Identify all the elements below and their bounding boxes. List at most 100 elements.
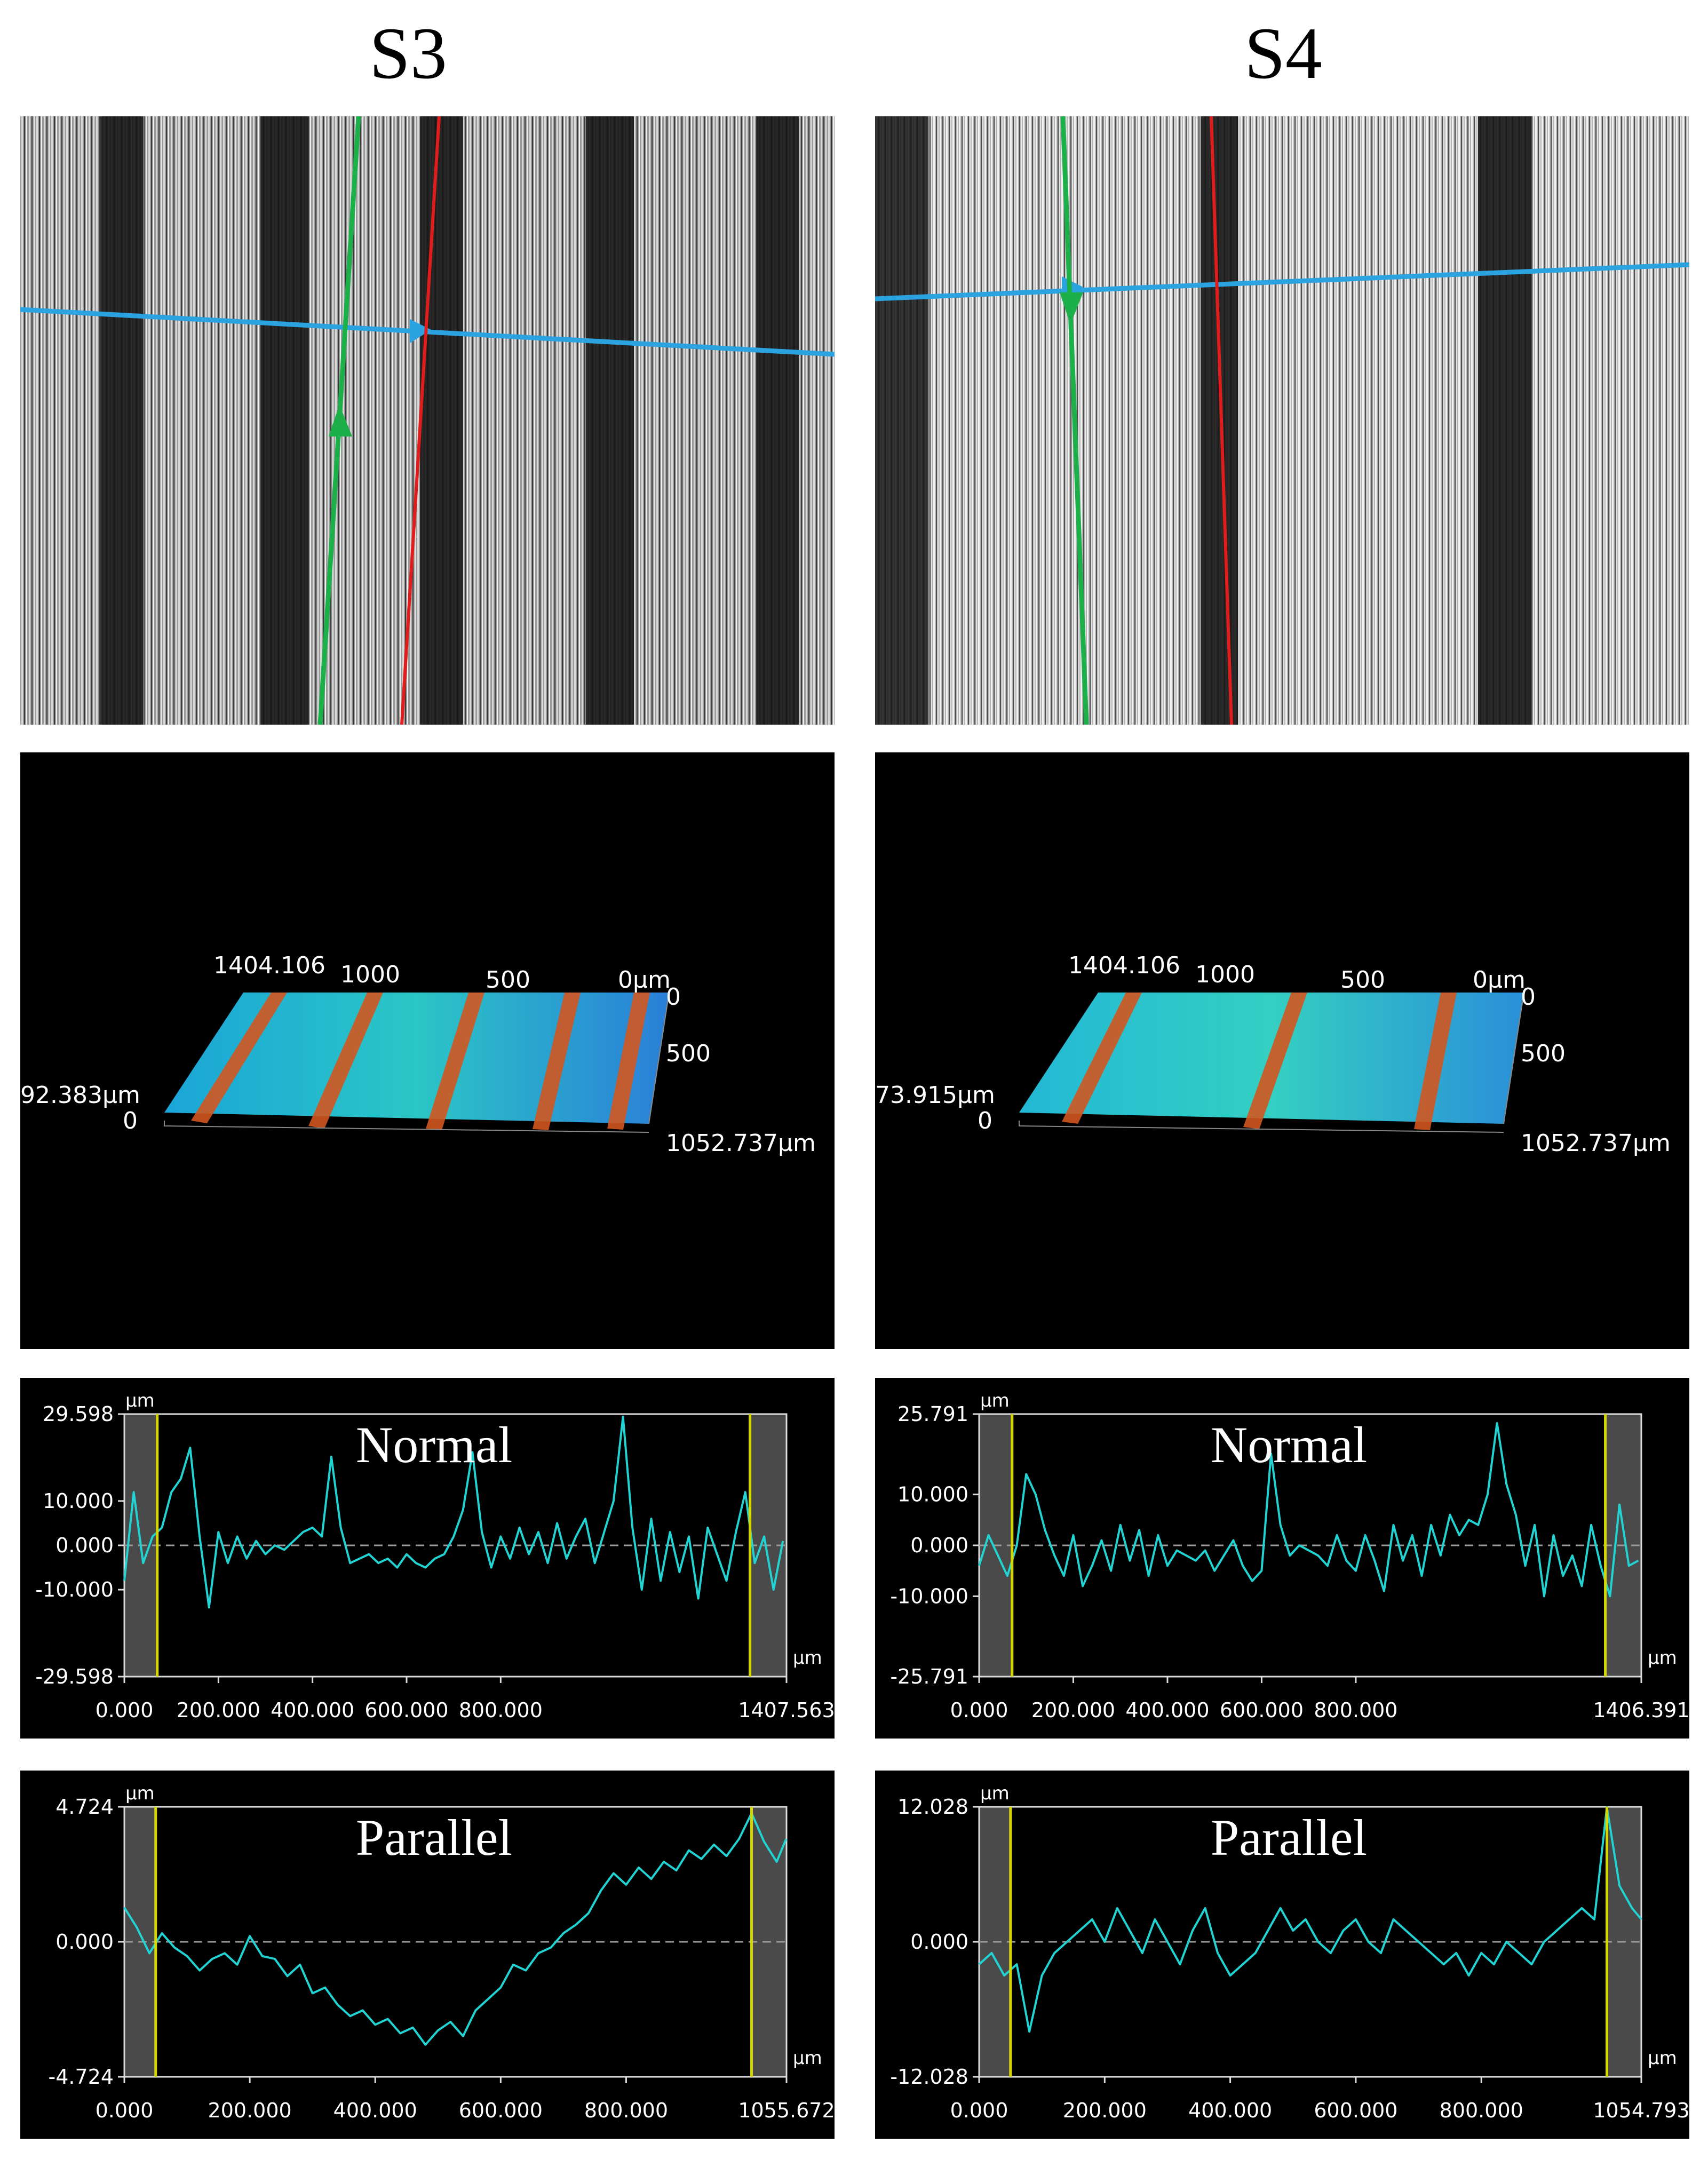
surface-x-tick: 1000 <box>340 961 400 988</box>
ridge <box>426 993 484 1130</box>
groove-band <box>100 116 143 725</box>
groove-band <box>757 116 799 725</box>
x-tick-label: 200.000 <box>177 1698 260 1722</box>
y-tick-label: 10.000 <box>897 1483 968 1506</box>
y-tick-label: 25.791 <box>897 1402 968 1426</box>
surface-y-tick: 1052.737μm <box>666 1130 816 1157</box>
x-tick-label: 400.000 <box>1188 2099 1272 2122</box>
surface-z-tick: 0 <box>978 1107 992 1134</box>
x-tick-label: 800.000 <box>1440 2099 1523 2122</box>
y-tick-label: 0.000 <box>910 1930 968 1954</box>
ridge <box>191 993 287 1123</box>
x-tick-label: 0.000 <box>950 1698 1008 1722</box>
ridge <box>533 993 581 1130</box>
arrow-icon <box>410 319 431 343</box>
x-tick-label: 400.000 <box>333 2099 417 2122</box>
measure-line-green <box>1060 116 1089 725</box>
y-unit-label: μm <box>980 1390 1010 1411</box>
x-tick-label: 600.000 <box>1314 2099 1397 2122</box>
x-tick-label: 600.000 <box>459 2099 543 2122</box>
surface-y-tick: 0 <box>1521 983 1536 1011</box>
measure-line-blue <box>875 262 1689 301</box>
surface-x-tick: 1000 <box>1195 961 1255 988</box>
x-unit-label: μm <box>793 2047 822 2069</box>
groove-band <box>1478 116 1531 725</box>
groove-band <box>875 116 928 725</box>
y-unit-label: μm <box>980 1783 1010 1804</box>
groove-band <box>420 116 463 725</box>
surface-y-tick: 500 <box>1521 1040 1566 1067</box>
chart-title: Parallel <box>1211 1809 1367 1866</box>
surface-x-tick: 500 <box>1340 966 1385 994</box>
y-tick-label: -10.000 <box>35 1578 114 1601</box>
y-tick-label: 29.598 <box>43 1402 114 1426</box>
column-title-s3: S3 <box>369 12 447 94</box>
column-title-s4: S4 <box>1244 12 1322 94</box>
profile-series-line <box>123 1812 788 2046</box>
ridge <box>1414 993 1457 1130</box>
profile-series-line <box>978 1422 1639 1598</box>
y-tick-label: -12.028 <box>890 2065 968 2089</box>
ridge <box>1062 993 1142 1124</box>
x-tick-label: 800.000 <box>459 1698 543 1722</box>
y-tick-label: 0.000 <box>55 1534 114 1557</box>
surface-y-tick: 0 <box>666 983 681 1011</box>
x-unit-label: μm <box>1648 2047 1677 2069</box>
x-tick-label: 1054.793 <box>1593 2099 1689 2122</box>
x-tick-label: 400.000 <box>271 1698 354 1722</box>
y-tick-label: 4.724 <box>55 1795 114 1819</box>
arrow-icon <box>1060 292 1083 324</box>
profile-chart-s3-normal: 29.598 10.000 0.000 -10.000 -29.598 0.000 200.… <box>20 1378 835 1739</box>
y-tick-label: -10.000 <box>890 1584 968 1608</box>
measure-line-red <box>400 116 441 725</box>
y-tick-label: 0.000 <box>55 1930 114 1954</box>
x-tick-label: 200.000 <box>208 2099 292 2122</box>
profile-series-line <box>978 1806 1642 2033</box>
profile-chart-s4-parallel: 12.028 0.000 -12.028 0.000 200.000 400.000 600… <box>875 1771 1689 2139</box>
surface-z-tick: 0 <box>123 1107 138 1134</box>
x-tick-label: 1055.672 <box>738 2099 835 2122</box>
axis-line <box>648 992 670 1124</box>
groove-band <box>1201 116 1238 725</box>
x-tick-label: 800.000 <box>1314 1698 1397 1722</box>
micrograph-s3 <box>20 116 835 725</box>
x-tick-label: 800.000 <box>584 2099 668 2122</box>
x-tick-label: 600.000 <box>1220 1698 1304 1722</box>
ridge <box>308 993 383 1129</box>
x-tick-label: 0.000 <box>96 1698 154 1722</box>
surface-z-tick: 92.383μm <box>20 1082 140 1109</box>
y-tick-label: 0.000 <box>910 1534 968 1557</box>
x-tick-label: 200.000 <box>1031 1698 1115 1722</box>
x-tick-label: 1407.563 <box>738 1698 835 1722</box>
surface-x-tick: 0μm <box>618 966 671 994</box>
profile-chart-s4-normal: 25.791 10.000 0.000 -10.000 -25.791 0.000 200.… <box>875 1378 1689 1739</box>
profile-series-line <box>123 1416 784 1609</box>
x-tick-label: 600.000 <box>364 1698 448 1722</box>
profile-chart-s3-parallel: 4.724 0.000 -4.724 0.000 200.000 400.000 600.0… <box>20 1771 835 2139</box>
y-tick-label: -25.791 <box>890 1665 968 1688</box>
axis-line <box>164 1121 649 1133</box>
y-tick-label: -29.598 <box>35 1665 114 1688</box>
y-unit-label: μm <box>125 1390 155 1411</box>
x-tick-label: 0.000 <box>950 2099 1008 2122</box>
surface-x-tick: 1404.106 <box>213 952 325 979</box>
y-tick-label: 10.000 <box>43 1489 114 1513</box>
ridge <box>1243 993 1307 1129</box>
surface-y-tick: 500 <box>666 1040 711 1067</box>
surface-y-tick: 1052.737μm <box>1521 1130 1671 1157</box>
surface-x-tick: 0μm <box>1473 966 1526 994</box>
surface-3d-s3: 1404.106 1000 500 0μm 0 500 1052.737μm 9… <box>20 752 835 1349</box>
chart-title: Normal <box>356 1416 512 1473</box>
micrograph-s4 <box>875 116 1689 725</box>
y-unit-label: μm <box>125 1783 155 1804</box>
chart-title: Parallel <box>356 1809 512 1866</box>
surface-z-tick: 73.915μm <box>875 1082 995 1109</box>
axis-line <box>1503 992 1524 1124</box>
y-tick-label: 12.028 <box>897 1795 968 1819</box>
surface-x-tick: 500 <box>486 966 530 994</box>
ridge <box>607 993 650 1130</box>
x-tick-label: 0.000 <box>96 2099 154 2122</box>
x-tick-label: 400.000 <box>1125 1698 1209 1722</box>
surface-x-tick: 1404.106 <box>1068 952 1180 979</box>
axis-line <box>1019 1121 1504 1133</box>
